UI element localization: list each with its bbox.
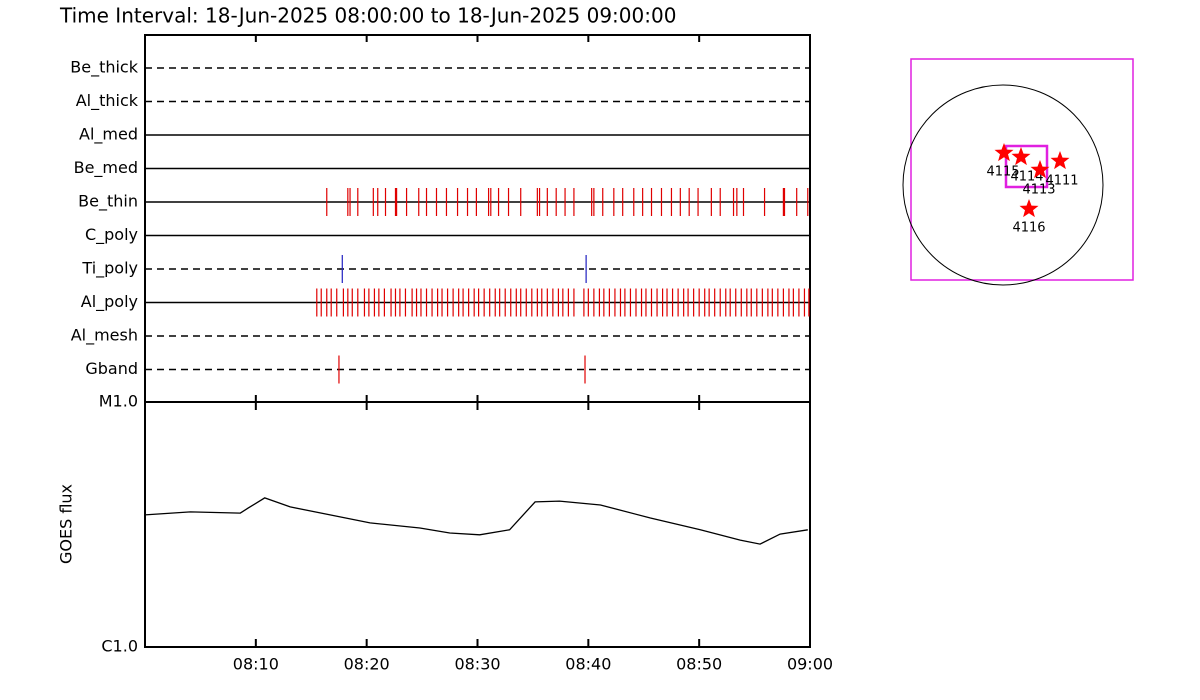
- y-axis-label: GOES flux: [57, 484, 76, 564]
- row-label: Gband: [85, 359, 138, 378]
- timeline-frame: [144, 34, 811, 403]
- region-label: 4116: [1012, 221, 1045, 236]
- x-tick-label: 08:20: [344, 655, 390, 674]
- region-star: [1019, 199, 1039, 218]
- region-label: 4111: [1045, 174, 1078, 189]
- region-label: 4115: [986, 165, 1019, 180]
- row-label: Al_thick: [76, 91, 139, 111]
- row-label: Ti_poly: [81, 259, 138, 279]
- y-tick-label: M1.0: [99, 392, 138, 411]
- row-label: C_poly: [85, 225, 138, 245]
- row-label: Al_poly: [81, 292, 138, 312]
- goes-curve: [144, 497, 808, 545]
- region-star: [1011, 147, 1031, 166]
- x-tick-label: 09:00: [787, 655, 833, 674]
- goes-frame: [144, 401, 811, 648]
- region-star: [1030, 160, 1050, 179]
- row-label: Be_thick: [70, 58, 138, 78]
- x-tick-label: 08:50: [676, 655, 722, 674]
- region-star: [1050, 151, 1070, 170]
- solar-limb: [902, 84, 1104, 286]
- x-tick-label: 08:30: [454, 655, 500, 674]
- x-tick-label: 08:10: [233, 655, 279, 674]
- region-label: 4114: [1010, 170, 1043, 185]
- y-tick-label: C1.0: [101, 637, 138, 656]
- chart-title: Time Interval: 18-Jun-2025 08:00:00 to 1…: [59, 4, 676, 28]
- region-label: 4113: [1022, 183, 1055, 198]
- x-tick-label: 08:40: [565, 655, 611, 674]
- sun-map: [902, 58, 1134, 286]
- fov-box: [1004, 144, 1049, 189]
- region-star: [994, 143, 1014, 162]
- row-label: Al_mesh: [71, 326, 138, 346]
- map-frame: [910, 58, 1134, 281]
- row-label: Al_med: [79, 125, 138, 145]
- row-label: Be_thin: [78, 192, 138, 212]
- row-label: Be_med: [74, 158, 138, 178]
